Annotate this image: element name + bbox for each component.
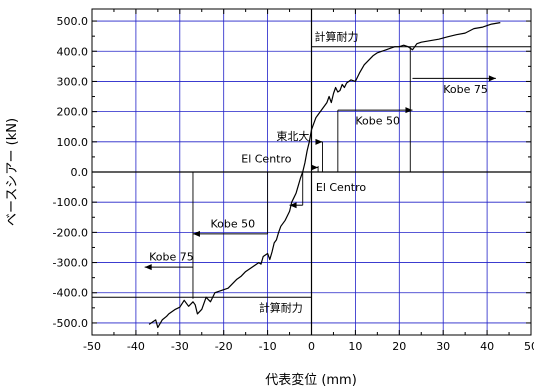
x-tick-label: -40 <box>127 340 145 353</box>
y-tick-label: 0.0 <box>71 166 89 179</box>
y-tick-label: -500.0 <box>53 317 88 330</box>
x-tick-label: 20 <box>392 340 406 353</box>
annotation-label: Kobe 50 <box>355 115 400 128</box>
ticks: -50 -40 -30 -20 -10 0 10 20 30 40 50 -500.0 -400.0 -3… <box>53 9 534 353</box>
x-tick-label: -10 <box>259 340 277 353</box>
y-axis-label: ベースシアー (kN) <box>5 118 20 226</box>
annotation-label: El Centro <box>241 152 292 165</box>
annotation-arrowhead <box>315 138 323 145</box>
annotation-label: 東北大 <box>276 129 309 143</box>
y-tick-label: 300.0 <box>57 75 89 88</box>
x-tick-label: 50 <box>524 340 534 353</box>
annotation-label: Kobe 50 <box>211 217 256 230</box>
grid <box>91 9 532 335</box>
annotation-arrowhead <box>405 107 413 114</box>
y-tick-label: 500.0 <box>57 15 89 28</box>
y-tick-label: 100.0 <box>57 136 89 149</box>
annotation-arrowhead <box>144 264 152 271</box>
annotation-label: El Centro <box>316 181 367 194</box>
annotation-arrowhead <box>311 164 319 171</box>
y-tick-label: -400.0 <box>53 287 88 300</box>
annotations: Kobe 75 Kobe 50 東北大 El Centro El Centro Kobe … <box>144 75 496 271</box>
annotation-label: Kobe 75 <box>443 83 488 96</box>
y-tick-label: 200.0 <box>57 106 89 119</box>
x-tick-label: 30 <box>436 340 450 353</box>
x-tick-label: -50 <box>83 340 101 353</box>
capacity-label: 計算耐力 <box>315 30 359 44</box>
series-group <box>148 22 501 329</box>
x-axis-label: 代表変位 (mm) <box>265 372 357 388</box>
x-tick-label: 10 <box>348 340 362 353</box>
annotation-arrowhead <box>289 202 297 209</box>
annotation-arrowhead <box>192 230 200 237</box>
y-tick-label: -100.0 <box>53 196 88 209</box>
y-tick-label: -300.0 <box>53 257 88 270</box>
annotation-arrowhead <box>488 75 496 82</box>
x-tick-label: 40 <box>480 340 494 353</box>
capacity-label: 計算耐力 <box>259 300 303 314</box>
y-tick-label: -200.0 <box>53 226 88 239</box>
x-tick-label: -30 <box>171 340 189 353</box>
x-tick-label: 0 <box>308 340 315 353</box>
annotation-label: Kobe 75 <box>149 251 194 264</box>
x-tick-label: -20 <box>215 340 233 353</box>
hysteresis-curve <box>148 22 501 329</box>
y-tick-label: 400.0 <box>57 45 89 58</box>
